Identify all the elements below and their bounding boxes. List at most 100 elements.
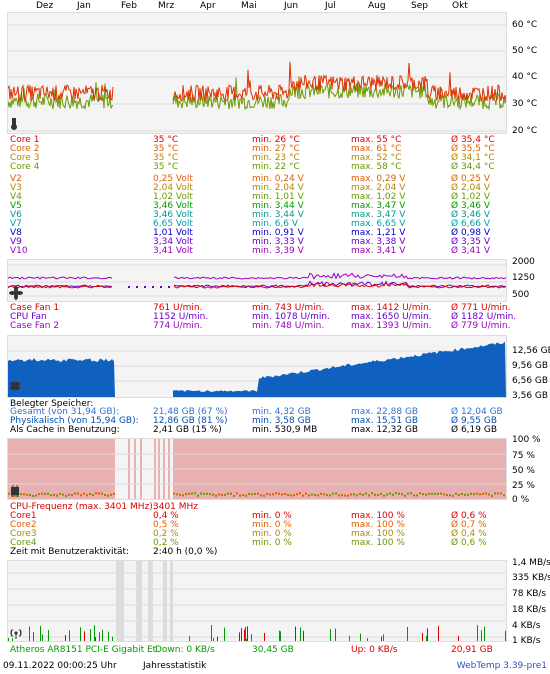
cpu-core-min: min. 0 %: [252, 511, 292, 521]
network-up: Up: 0 KB/s: [351, 645, 398, 655]
memory-avg: Ø 9,55 GB: [451, 416, 497, 426]
volt-avg: Ø 6,66 V: [451, 219, 491, 229]
cpu-core-current: 0,2 %: [153, 538, 179, 548]
cpu-core-current: 0,4 %: [153, 511, 179, 521]
temp-min: min. 23 °C: [252, 153, 300, 163]
volt-label: V8: [10, 228, 22, 238]
fan-min: min. 743 U/min.: [252, 303, 325, 313]
temperature-sensor-icon: [9, 118, 19, 130]
volt-label: V9: [10, 237, 22, 247]
temp-axis-tick: 20 °C: [512, 126, 538, 136]
network-adapter: Atheros AR8151 PCI-E Gigabit Et: [10, 645, 157, 655]
month-label: Jun: [284, 1, 299, 11]
temp-avg: Ø 35,5 °C: [451, 144, 495, 154]
cpu-core-min: min. 0 %: [252, 520, 292, 530]
volt-current: 3,41 Volt: [153, 246, 193, 256]
fan-max: max. 1650 U/min.: [351, 312, 432, 322]
month-label: Jan: [77, 1, 91, 11]
cpu-core-label: Core3: [10, 529, 37, 539]
volt-avg: Ø 1,02 V: [451, 192, 491, 202]
cpu-core-min: min. 0 %: [252, 529, 292, 539]
temp-max: max. 52 °C: [351, 153, 402, 163]
network-down: Down: 0 KB/s: [155, 645, 215, 655]
fan-icon: [9, 286, 23, 300]
network-axis-tick: 18 KB/s: [512, 605, 547, 615]
memory-avg: Ø 12,04 GB: [451, 407, 503, 417]
volt-label: V7: [10, 219, 22, 229]
temp-avg: Ø 34,4 °C: [451, 162, 495, 172]
volt-label: V10: [10, 246, 28, 256]
memory-max: max. 12,32 GB: [351, 425, 419, 435]
temp-avg: Ø 34,1 °C: [451, 153, 495, 163]
fan-avg: Ø 771 U/min.: [451, 303, 511, 313]
fan-max: max. 1412 U/min.: [351, 303, 432, 313]
volt-min: min. 2,04 V: [252, 183, 304, 193]
footer-brand-link[interactable]: WebTemp 3.39-pre1: [456, 661, 547, 671]
volt-avg: Ø 0,25 V: [451, 174, 491, 184]
volt-min: min. 3,33 V: [252, 237, 304, 247]
volt-label: V3: [10, 183, 22, 193]
temperature-graph: [7, 12, 507, 134]
fan-min: min. 748 U/min.: [252, 321, 325, 331]
temp-label: Core 4: [10, 162, 40, 172]
volt-min: min. 0,24 V: [252, 174, 304, 184]
temp-min: min. 27 °C: [252, 144, 300, 154]
volt-max: max. 3,41 V: [351, 246, 406, 256]
memory-min: min. 4,32 GB: [252, 407, 311, 417]
network-axis-tick: 335 KB/s: [512, 573, 550, 583]
cpu-axis-tick: 75 %: [512, 451, 535, 461]
temp-max: max. 58 °C: [351, 162, 402, 172]
memory-current: 2,41 GB (15 %): [153, 425, 222, 435]
memory-axis-tick: 12,56 GB: [512, 346, 550, 356]
temp-axis-tick: 50 °C: [512, 46, 538, 56]
temp-label: Core 2: [10, 144, 40, 154]
volt-avg: Ø 3,46 V: [451, 201, 491, 211]
memory-graph: [7, 335, 507, 398]
volt-label: V2: [10, 174, 22, 184]
temp-axis-tick: 40 °C: [512, 72, 538, 82]
cpu-core-current: 0,5 %: [153, 520, 179, 530]
memory-avg: Ø 6,19 GB: [451, 425, 497, 435]
network-down-total: 30,45 GB: [252, 645, 294, 655]
temp-current: 35 °C: [153, 162, 179, 172]
fan-avg: Ø 1182 U/min.: [451, 312, 517, 322]
cpu-core-label: Core4: [10, 538, 37, 548]
month-label: Okt: [452, 1, 468, 11]
fan-graph: [7, 259, 507, 302]
fan-min: min. 1078 U/min.: [252, 312, 330, 322]
volt-current: 3,46 Volt: [153, 201, 193, 211]
month-label: Feb: [121, 1, 137, 11]
cpu-core-label: Core2: [10, 520, 37, 530]
memory-chip-icon: [9, 380, 21, 392]
volt-label: V6: [10, 210, 22, 220]
memory-max: max. 22,88 GB: [351, 407, 419, 417]
memory-current: 21,48 GB (67 %): [153, 407, 228, 417]
cpu-core-label: Core1: [10, 511, 37, 521]
volt-min: min. 3,39 V: [252, 246, 304, 256]
month-label: Sep: [411, 1, 428, 11]
cpu-core-avg: Ø 0,4 %: [451, 529, 487, 539]
memory-axis-tick: 3,56 GB: [512, 391, 549, 401]
cpu-core-max: max. 100 %: [351, 520, 405, 530]
memory-current: 12,86 GB (81 %): [153, 416, 228, 426]
volt-avg: Ø 3,46 V: [451, 210, 491, 220]
temp-max: max. 55 °C: [351, 135, 402, 145]
month-label: Dez: [36, 1, 54, 11]
temp-max: max. 61 °C: [351, 144, 402, 154]
cpu-axis-tick: 25 %: [512, 481, 535, 491]
volt-max: max. 3,47 V: [351, 210, 406, 220]
volt-current: 1,02 Volt: [153, 192, 193, 202]
network-up-total: 20,91 GB: [451, 645, 493, 655]
cpu-axis-tick: 50 %: [512, 466, 535, 476]
volt-current: 1,01 Volt: [153, 228, 193, 238]
fan-current: 761 U/min.: [153, 303, 203, 313]
temp-avg: Ø 35,4 °C: [451, 135, 495, 145]
volt-label: V4: [10, 192, 22, 202]
fan-axis-tick: 2000: [512, 257, 535, 267]
cpu-core-current: 0,2 %: [153, 529, 179, 539]
fan-max: max. 1393 U/min.: [351, 321, 432, 331]
volt-min: min. 6,6 V: [252, 219, 299, 229]
volt-min: min. 1,01 V: [252, 192, 304, 202]
month-label: Mai: [241, 1, 257, 11]
network-axis-tick: 78 KB/s: [512, 589, 547, 599]
